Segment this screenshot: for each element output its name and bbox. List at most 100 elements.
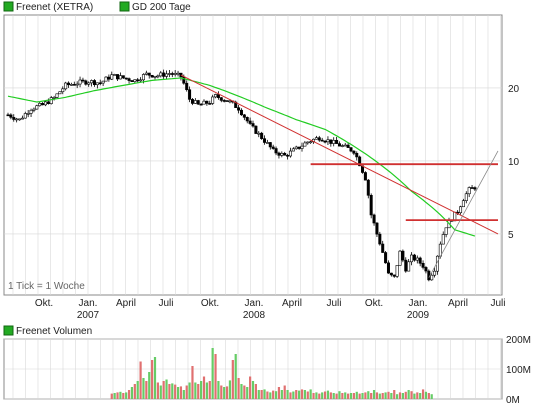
- x-tick-label: Juli: [326, 298, 341, 309]
- volume-bar: [421, 389, 425, 399]
- candle-body: [211, 96, 215, 104]
- volume-bar: [338, 391, 341, 399]
- volume-bar: [182, 390, 185, 399]
- price-plot-area: [3, 14, 503, 296]
- volume-bar: [378, 393, 381, 399]
- volume-bar: [280, 390, 283, 399]
- volume-bar: [372, 390, 376, 399]
- volume-bar: [266, 391, 269, 399]
- volume-bar: [413, 393, 416, 399]
- x-year-label: 2009: [407, 310, 430, 321]
- candle-body: [185, 82, 189, 90]
- candle-body: [294, 146, 298, 150]
- candle-body: [340, 145, 344, 147]
- candle-body: [470, 187, 474, 189]
- candle-body: [52, 97, 56, 99]
- volume-bar: [246, 387, 249, 399]
- volume-bar: [200, 381, 203, 399]
- volume-bar: [122, 393, 125, 399]
- x-tick-label: Okt.: [201, 298, 219, 309]
- candle-body: [118, 75, 122, 80]
- candle-body: [90, 80, 94, 84]
- candle-body: [384, 252, 388, 264]
- volume-bar: [269, 392, 272, 399]
- ma200-line: [7, 77, 476, 237]
- candle-body: [12, 117, 16, 120]
- x-tick-label: Jan.: [245, 298, 264, 309]
- candle-body: [277, 152, 281, 156]
- volume-bar: [260, 390, 263, 399]
- candle-body: [32, 108, 36, 111]
- volume-bar: [191, 366, 194, 399]
- candle-body: [283, 153, 287, 156]
- candle-body: [320, 139, 324, 142]
- volume-legend-swatch: [3, 325, 14, 336]
- volume-bar: [303, 390, 306, 399]
- candle-body: [412, 254, 416, 261]
- trend-line-grey: [428, 150, 499, 278]
- candle-body: [104, 76, 108, 82]
- candle-body: [188, 89, 192, 100]
- volume-bar: [347, 393, 350, 399]
- x-year-label: 2007: [77, 310, 100, 321]
- candle-body: [216, 94, 220, 98]
- candle-body: [464, 193, 468, 201]
- candle-body: [418, 257, 422, 264]
- volume-bar: [125, 392, 128, 399]
- candle-body: [124, 77, 128, 80]
- x-tick-label: Juli: [490, 298, 505, 309]
- volume-bar: [127, 390, 131, 399]
- volume-bar: [188, 382, 191, 399]
- candle-body: [55, 93, 59, 98]
- candle-body: [46, 101, 50, 104]
- volume-bar: [119, 391, 122, 399]
- candle-body: [150, 74, 154, 78]
- candle-body: [237, 107, 241, 111]
- volume-bar: [159, 385, 162, 399]
- candle-body: [167, 73, 171, 75]
- candle-body: [392, 274, 396, 277]
- candle-body: [205, 100, 209, 104]
- price-candles: [6, 69, 477, 282]
- volume-bar: [355, 391, 358, 399]
- candle-body: [121, 75, 125, 79]
- candle-body: [20, 117, 24, 120]
- candle-body: [245, 117, 249, 122]
- candle-body: [156, 75, 160, 78]
- candle-body: [78, 79, 82, 85]
- candle-body: [225, 100, 229, 102]
- volume-bar: [165, 379, 168, 399]
- candle-body: [199, 103, 203, 106]
- candle-body: [61, 88, 65, 93]
- candle-body: [193, 100, 197, 104]
- candle-body: [288, 150, 292, 157]
- candle-body: [92, 80, 96, 86]
- candle-body: [352, 150, 356, 154]
- y-tick-label: 5: [508, 230, 514, 241]
- candle-body: [381, 243, 385, 253]
- volume-bar: [401, 393, 404, 399]
- candle-body: [326, 139, 330, 143]
- candle-body: [219, 97, 223, 101]
- candle-body: [23, 113, 27, 119]
- volume-bar: [220, 385, 223, 399]
- volume-bar: [130, 387, 134, 399]
- candle-body: [378, 233, 382, 245]
- volume-bar: [240, 384, 243, 399]
- volume-panel: Freenet Volumen 200M 100M 0M: [3, 325, 531, 406]
- volume-bar: [318, 393, 321, 399]
- volume-bar: [427, 393, 430, 399]
- volume-bar: [332, 393, 335, 399]
- x-year-label: 2008: [243, 310, 266, 321]
- candle-body: [35, 105, 39, 110]
- candle-body: [461, 200, 465, 208]
- candle-body: [248, 120, 252, 124]
- volume-bar: [341, 393, 344, 399]
- volume-bar: [113, 393, 116, 399]
- volume-bar: [151, 360, 154, 399]
- candle-body: [260, 132, 264, 139]
- candle-body: [15, 118, 19, 121]
- candle-body: [473, 187, 477, 190]
- candle-body: [343, 144, 347, 147]
- volume-bar: [243, 385, 246, 399]
